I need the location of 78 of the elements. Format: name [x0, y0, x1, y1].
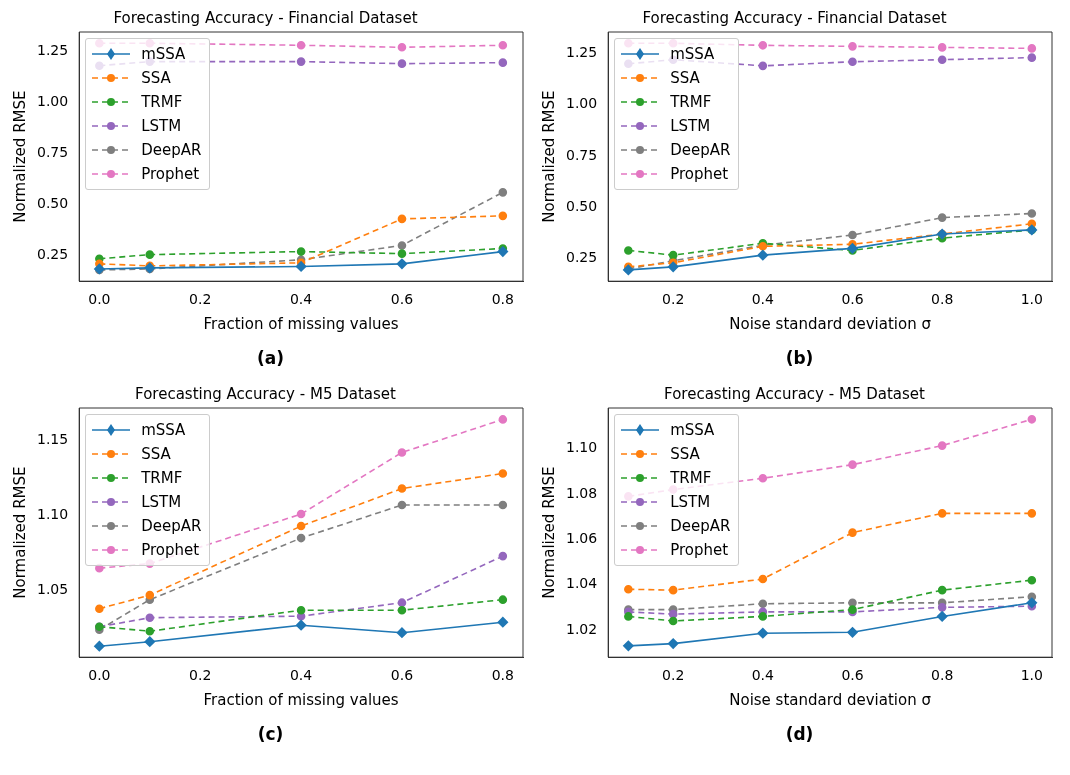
legend-label: mSSA: [670, 45, 715, 63]
x-tick-label: 0.0: [88, 667, 111, 684]
y-tick-label: 1.05: [37, 581, 69, 598]
x-axis-title: Noise standard deviation σ: [729, 314, 932, 333]
y-tick-label: 1.00: [37, 93, 69, 110]
legend-label: SSA: [670, 69, 700, 87]
legend-label: DeepAR: [141, 141, 202, 159]
legend-label: SSA: [670, 445, 700, 463]
chart-title: Forecasting Accuracy - M5 Dataset: [135, 384, 397, 403]
x-tick-label: 0.8: [491, 667, 514, 684]
legend-label: SSA: [141, 445, 171, 463]
y-tick-label: 0.75: [566, 146, 598, 163]
y-tick-label: 1.02: [566, 620, 598, 637]
legend-label: mSSA: [141, 45, 186, 63]
legend-label: TRMF: [141, 93, 183, 111]
legend-label: LSTM: [670, 117, 711, 135]
legend-label: TRMF: [141, 469, 183, 487]
legend-label: mSSA: [141, 421, 186, 439]
y-tick-label: 0.75: [37, 144, 69, 161]
x-tick-label: 0.8: [931, 667, 954, 684]
text: (d): [784, 723, 815, 746]
y-tick-label: 1.10: [37, 506, 69, 523]
x-tick-label: 0.6: [390, 667, 414, 684]
x-tick-label: 0.6: [841, 291, 864, 308]
chart-title: Forecasting Accuracy - M5 Dataset: [664, 384, 926, 403]
y-tick-label: 0.50: [566, 198, 598, 214]
x-tick-label: 0.4: [289, 291, 313, 308]
y-tick-label: 1.15: [37, 431, 69, 448]
legend-label: SSA: [141, 69, 171, 87]
y-tick-label: 1.25: [566, 44, 598, 61]
y-axis-title: Normalized RMSE: [10, 466, 29, 599]
y-tick-label: 0.50: [37, 195, 69, 212]
x-tick-label: 0.4: [751, 667, 775, 684]
x-tick-label: 0.4: [751, 291, 775, 308]
legend-label: Prophet: [670, 165, 729, 183]
x-tick-label: 0.2: [662, 667, 685, 684]
x-tick-label: 0.2: [189, 667, 212, 684]
legend-label: DeepAR: [670, 517, 731, 535]
x-tick-label: 0.2: [189, 291, 212, 308]
x-axis-title: Noise standard deviation σ: [729, 690, 932, 709]
x-tick-label: 0.8: [491, 291, 514, 308]
x-tick-label: 0.8: [931, 291, 954, 308]
y-tick-label: 1.00: [566, 95, 598, 112]
y-axis-title: Normalized RMSE: [539, 90, 558, 223]
legend-label: DeepAR: [670, 141, 731, 159]
legend-label: mSSA: [670, 421, 715, 439]
x-tick-label: 0.6: [841, 667, 864, 684]
x-tick-label: 0.6: [390, 291, 414, 308]
y-tick-label: 0.25: [37, 246, 69, 263]
y-axis-title: Normalized RMSE: [10, 90, 29, 223]
x-axis-title: Fraction of missing values: [203, 690, 399, 709]
legend-label: LSTM: [141, 117, 182, 135]
y-tick-label: 1.08: [566, 484, 598, 501]
legend-label: TRMF: [670, 469, 712, 487]
chart-title: Forecasting Accuracy - Financial Dataset: [642, 8, 947, 27]
chart-title: Forecasting Accuracy - Financial Dataset: [113, 8, 418, 27]
x-tick-label: 1.0: [1020, 667, 1043, 684]
text: (b): [784, 347, 815, 370]
y-tick-label: 1.10: [566, 439, 598, 456]
y-axis-title: Normalized RMSE: [539, 466, 558, 599]
y-tick-label: 1.06: [566, 530, 598, 547]
legend-label: TRMF: [670, 93, 712, 111]
x-tick-label: 0.2: [662, 291, 685, 308]
text: (a): [256, 347, 285, 370]
text: (c): [256, 723, 285, 746]
x-tick-label: 0.0: [88, 291, 111, 308]
legend-label: Prophet: [141, 165, 200, 183]
legend-label: DeepAR: [141, 517, 202, 535]
x-tick-label: 1.0: [1020, 291, 1043, 308]
y-tick-label: 1.25: [37, 42, 69, 59]
y-tick-label: 1.04: [566, 575, 598, 592]
legend-label: Prophet: [670, 541, 729, 559]
y-tick-label: 0.25: [566, 249, 598, 266]
legend-label: LSTM: [670, 493, 711, 511]
legend-label: Prophet: [141, 541, 200, 559]
x-axis-title: Fraction of missing values: [203, 314, 399, 333]
x-tick-label: 0.4: [289, 667, 313, 684]
legend-label: LSTM: [141, 493, 182, 511]
